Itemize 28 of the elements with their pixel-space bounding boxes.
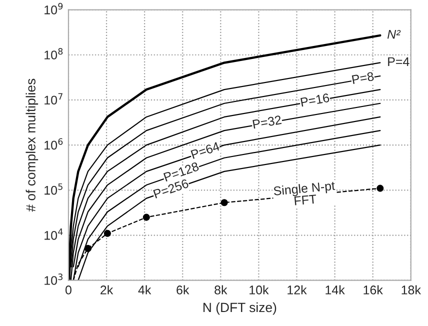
text: P=64 — [190, 142, 220, 160]
x-tick-label: 16k — [364, 285, 383, 294]
x-tick-label: 8k — [214, 285, 228, 294]
y-axis-title: # of complex multiplies — [26, 78, 38, 212]
text: P=256 — [153, 178, 190, 199]
y-tick-label: 10$^{3}$ — [44, 274, 63, 285]
y-tick-label: 10$^{4}$ — [44, 228, 63, 240]
x-tick-label: 14k — [326, 285, 345, 294]
text: Single N-pt FFT — [273, 180, 336, 206]
x-tick-label: 2k — [100, 285, 114, 294]
x-tick-label: 18k — [402, 285, 421, 294]
y-tick-label: 10$^{7}$ — [44, 93, 62, 105]
x-tick-label: 10k — [250, 285, 269, 294]
x-axis-title: N (DFT size) — [204, 302, 276, 315]
x-tick-label: 0 — [65, 286, 72, 294]
x-tick-label: 6k — [176, 285, 190, 294]
y-tick-label: 10$^{9}$ — [44, 2, 63, 14]
x-tick-label: 4k — [138, 285, 152, 294]
x-tick-label: 12k — [288, 285, 307, 294]
y-tick-label: 10$^{6}$ — [44, 138, 63, 150]
text: P=32 — [252, 115, 282, 129]
y-tick-label: 10$^{5}$ — [44, 183, 62, 195]
y-tick-label: 10$^{8}$ — [44, 48, 63, 60]
text: P=16 — [300, 93, 330, 107]
text: P=8 — [352, 72, 374, 84]
series-label: N² — [387, 30, 401, 39]
text: P=128 — [163, 162, 200, 182]
series-label: P=4 — [388, 57, 410, 66]
